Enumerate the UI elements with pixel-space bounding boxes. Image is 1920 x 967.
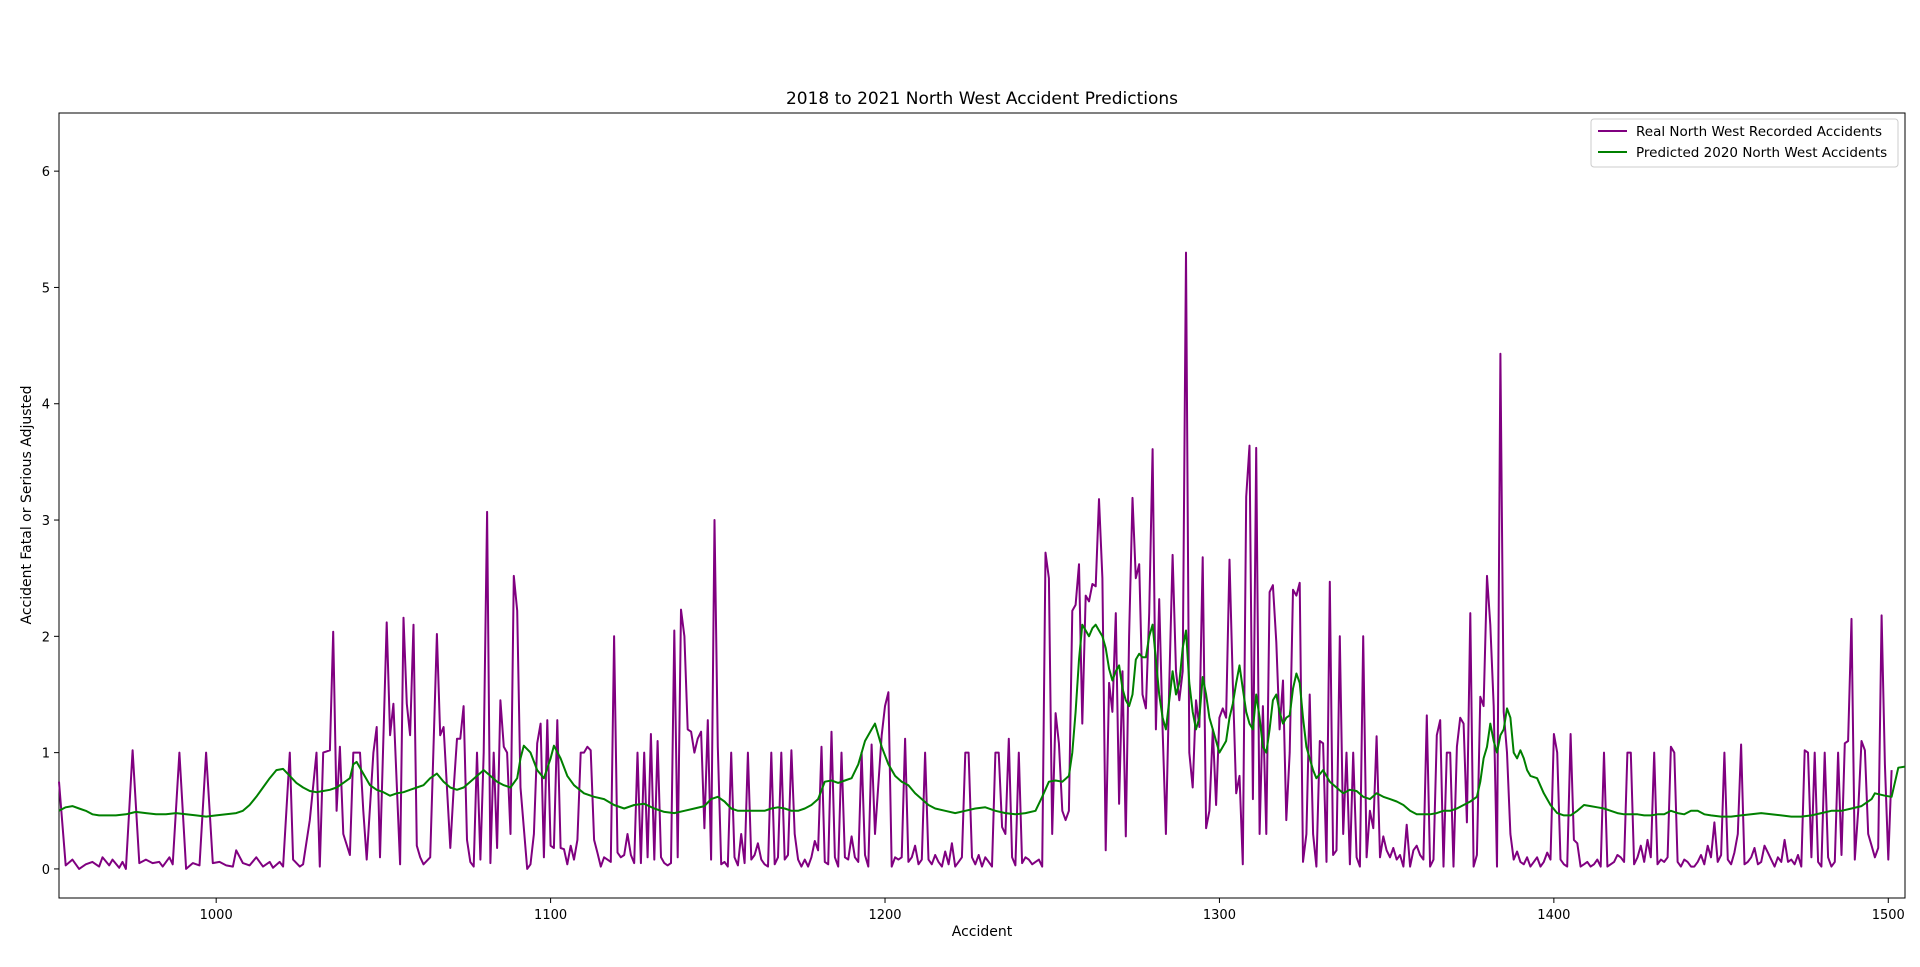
x-tick-label: 1500 [1872,908,1905,923]
y-tick-label: 0 [42,863,50,878]
y-tick-label: 3 [42,514,50,529]
y-tick-label: 2 [42,630,50,645]
y-axis-label: Accident Fatal or Serious Adjusted [19,385,35,624]
x-tick-label: 1300 [1203,908,1236,923]
legend-label-predicted-accidents: Predicted 2020 North West Accidents [1636,145,1887,161]
x-tick-label: 1000 [200,908,233,923]
plot-area [58,112,1906,899]
x-axis-ticks: 1000 1100 1200 1300 1400 1500 [200,898,1905,923]
x-axis-label: Accident [952,924,1013,940]
x-tick-label: 1400 [1537,908,1570,923]
y-axis-ticks: 0 1 2 3 4 5 6 [42,165,59,878]
series-layer [58,251,1906,870]
series-line-real-accidents [58,251,1893,870]
series-line-predicted-accidents [58,623,1906,818]
y-tick-label: 1 [42,747,50,762]
x-tick-label: 1100 [534,908,567,923]
chart-title: 2018 to 2021 North West Accident Predict… [786,89,1178,109]
y-tick-label: 5 [42,281,50,296]
y-tick-label: 4 [42,398,50,413]
legend: Real North West Recorded Accidents Predi… [1590,118,1899,168]
legend-label-real-accidents: Real North West Recorded Accidents [1636,124,1882,140]
x-tick-label: 1200 [868,908,901,923]
y-tick-label: 6 [42,165,50,180]
legend-box [1590,118,1899,168]
plot-frame [58,112,1906,899]
